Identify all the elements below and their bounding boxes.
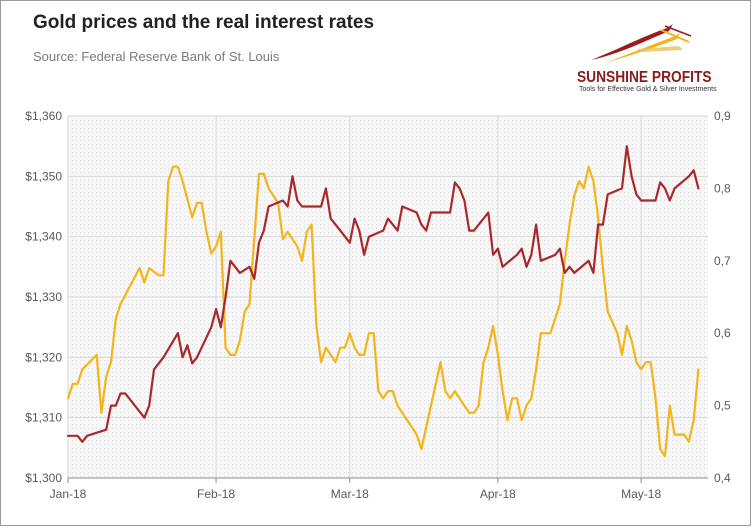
axes: $1,300 $1,310 $1,320 $1,330 $1,340 $1,350 $1,3… <box>25 109 731 501</box>
y-right-tick-label: 0,4 <box>714 471 731 485</box>
y-right-tick-label: 0,7 <box>714 254 731 268</box>
logo-tagline: Tools for Effective Gold & Silver Invest… <box>579 86 717 93</box>
y-left-tick-label: $1,300 <box>25 471 62 485</box>
y-right-tick-label: 0,5 <box>714 399 731 413</box>
x-tick-label: Mar-18 <box>331 487 369 501</box>
chart-title: Gold prices and the real interest rates <box>33 12 375 33</box>
chart-subtitle: Source: Federal Reserve Bank of St. Loui… <box>33 49 280 64</box>
y-left-tick-label: $1,340 <box>25 230 62 244</box>
logo-swoosh-icon <box>591 24 692 62</box>
y-left-tick-label: $1,330 <box>25 290 62 304</box>
sunshine-profits-logo: SUNSHINE PROFITS Tools for Effective Gol… <box>577 16 717 96</box>
y-left-tick-label: $1,320 <box>25 350 62 364</box>
series <box>66 145 700 458</box>
y-left-tick-label: $1,360 <box>25 109 62 123</box>
y-left-tick-label: $1,350 <box>25 169 62 183</box>
y-left-tick-label: $1,310 <box>25 411 62 425</box>
x-tick-label: Jan-18 <box>50 487 87 501</box>
x-tick-label: Apr-18 <box>480 487 516 501</box>
logo-name: SUNSHINE PROFITS <box>577 69 712 86</box>
y-right-tick-label: 0,9 <box>714 109 731 123</box>
gold-price-line <box>66 145 700 443</box>
y-right-tick-label: 0,8 <box>714 181 731 195</box>
x-tick-label: Feb-18 <box>197 487 235 501</box>
x-tick-label: May-18 <box>621 487 661 501</box>
y-right-tick-label: 0,6 <box>714 326 731 340</box>
